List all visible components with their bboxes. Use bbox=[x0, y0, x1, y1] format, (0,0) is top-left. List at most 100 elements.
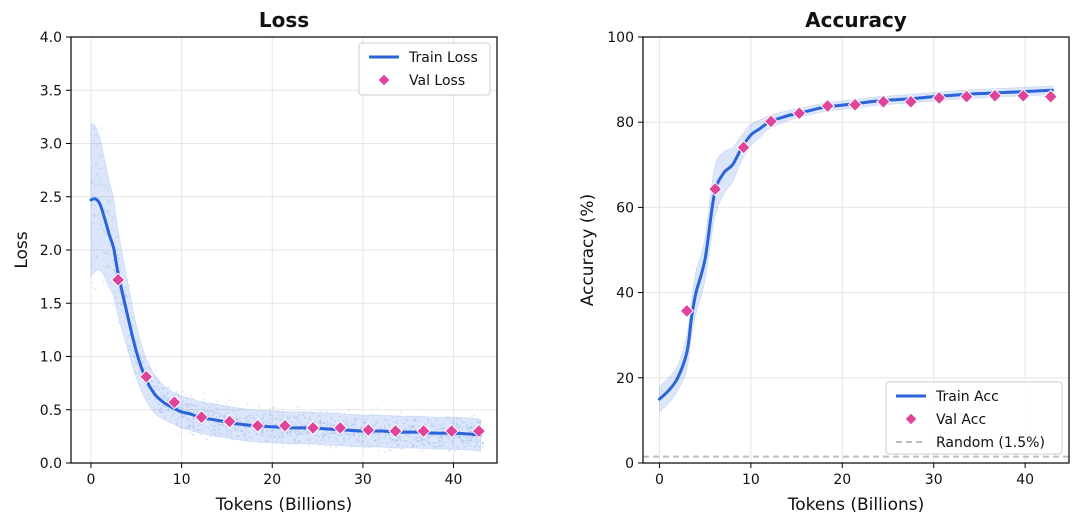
raw-point bbox=[281, 411, 284, 414]
raw-point bbox=[401, 448, 403, 450]
raw-point bbox=[196, 420, 198, 422]
raw-point bbox=[357, 436, 360, 438]
confidence-band bbox=[659, 85, 1053, 413]
raw-point bbox=[332, 430, 334, 433]
raw-point bbox=[426, 421, 429, 424]
raw-point bbox=[448, 438, 451, 441]
raw-point bbox=[388, 423, 391, 426]
raw-point bbox=[458, 417, 461, 420]
raw-point bbox=[141, 361, 144, 364]
raw-point bbox=[426, 435, 428, 438]
raw-point bbox=[179, 413, 182, 416]
raw-point bbox=[159, 411, 162, 414]
raw-point bbox=[295, 417, 298, 420]
raw-point bbox=[437, 437, 440, 440]
raw-point bbox=[467, 427, 469, 430]
raw-point bbox=[93, 215, 96, 217]
raw-point bbox=[186, 403, 189, 405]
raw-point bbox=[234, 427, 237, 430]
raw-point bbox=[296, 433, 298, 436]
raw-point bbox=[109, 203, 112, 205]
raw-point bbox=[448, 451, 451, 454]
x-tick-label: 10 bbox=[742, 472, 760, 488]
raw-point bbox=[303, 417, 306, 419]
raw-point bbox=[436, 428, 439, 431]
raw-point bbox=[280, 440, 283, 443]
raw-point bbox=[108, 201, 111, 204]
raw-point bbox=[406, 445, 409, 447]
raw-point bbox=[428, 444, 430, 446]
raw-point bbox=[107, 200, 109, 202]
raw-point bbox=[413, 420, 416, 423]
raw-point bbox=[476, 442, 478, 445]
raw-point bbox=[196, 429, 199, 431]
raw-point bbox=[114, 296, 117, 299]
val-marker bbox=[139, 369, 154, 384]
raw-point bbox=[138, 370, 140, 373]
raw-point bbox=[319, 424, 322, 427]
raw-point bbox=[361, 433, 363, 436]
raw-point bbox=[296, 434, 299, 437]
raw-point bbox=[91, 282, 94, 284]
raw-point bbox=[91, 181, 94, 184]
raw-point bbox=[361, 442, 363, 444]
raw-point bbox=[106, 251, 108, 254]
raw-point bbox=[403, 423, 406, 425]
raw-point bbox=[216, 427, 219, 429]
raw-point bbox=[112, 304, 115, 306]
raw-point bbox=[397, 436, 399, 439]
raw-point bbox=[96, 214, 99, 216]
raw-point bbox=[432, 425, 435, 428]
raw-point bbox=[410, 428, 413, 431]
raw-point bbox=[226, 433, 229, 435]
raw-point bbox=[255, 433, 258, 436]
raw-point bbox=[92, 213, 95, 216]
raw-point bbox=[268, 432, 270, 435]
raw-point bbox=[297, 419, 300, 422]
raw-point bbox=[443, 442, 446, 444]
raw-point bbox=[166, 393, 168, 396]
raw-point bbox=[159, 407, 162, 410]
raw-point bbox=[220, 432, 223, 435]
raw-point bbox=[167, 409, 170, 412]
raw-point bbox=[287, 417, 290, 420]
raw-point bbox=[427, 437, 430, 439]
raw-point bbox=[107, 186, 109, 189]
raw-point bbox=[269, 422, 272, 424]
raw-point bbox=[303, 412, 305, 415]
raw-point bbox=[475, 437, 477, 440]
raw-point bbox=[466, 424, 468, 427]
raw-point bbox=[159, 408, 162, 410]
raw-point bbox=[468, 425, 470, 428]
raw-point bbox=[135, 360, 137, 363]
raw-point bbox=[397, 438, 400, 440]
raw-point bbox=[427, 440, 430, 443]
raw-point bbox=[440, 427, 443, 430]
raw-point bbox=[394, 421, 397, 424]
raw-point bbox=[211, 432, 214, 435]
raw-point bbox=[352, 435, 355, 438]
raw-point bbox=[247, 416, 249, 419]
raw-point bbox=[281, 414, 284, 417]
raw-point bbox=[404, 427, 406, 430]
raw-point bbox=[182, 416, 185, 419]
y-tick-label: 40 bbox=[616, 286, 634, 302]
legend-marker-key bbox=[377, 73, 391, 87]
raw-point bbox=[165, 396, 167, 398]
raw-point bbox=[445, 434, 448, 437]
raw-point bbox=[434, 436, 437, 438]
raw-point bbox=[119, 270, 121, 273]
raw-point bbox=[392, 439, 395, 442]
raw-point bbox=[466, 428, 469, 431]
raw-point bbox=[474, 441, 476, 443]
raw-point bbox=[308, 417, 311, 420]
raw-point bbox=[274, 417, 277, 420]
raw-point bbox=[269, 414, 271, 416]
raw-point bbox=[365, 418, 368, 421]
raw-point bbox=[222, 423, 224, 426]
raw-point bbox=[261, 430, 264, 433]
raw-point bbox=[320, 420, 323, 423]
val-marker bbox=[1016, 88, 1031, 103]
raw-point bbox=[106, 253, 109, 256]
chart-title: Accuracy bbox=[805, 8, 907, 32]
